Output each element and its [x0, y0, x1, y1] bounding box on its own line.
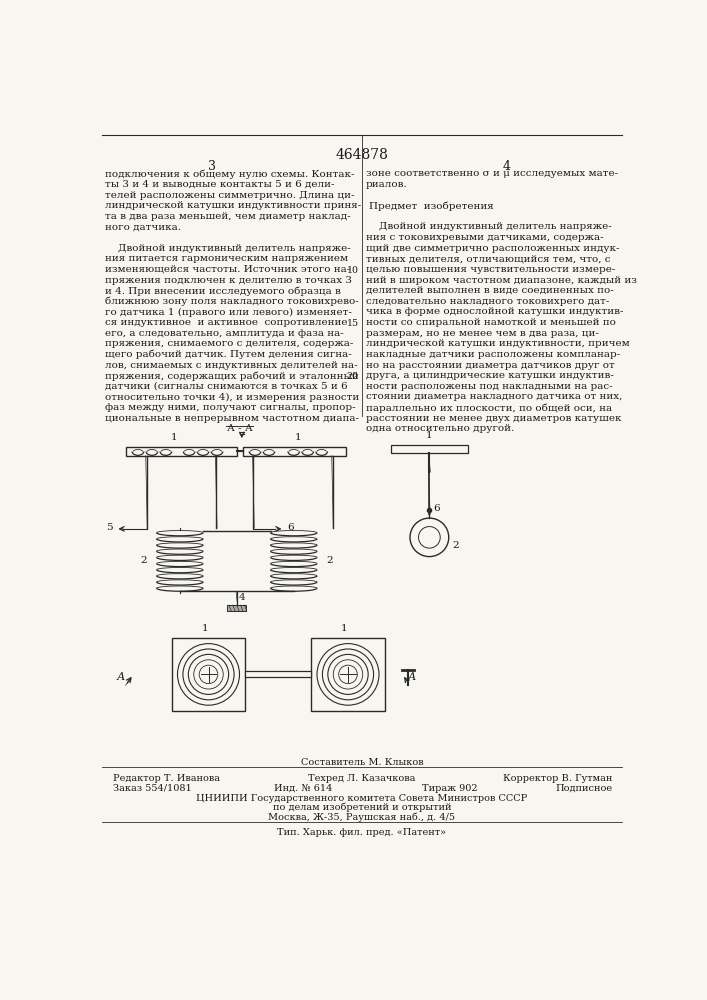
Bar [243, 447, 346, 456]
Text: ЦНИИПИ Государственного комитета Совета Министров СССР: ЦНИИПИ Государственного комитета Совета … [197, 794, 527, 803]
Text: 6: 6 [287, 523, 293, 532]
Text: 3: 3 [209, 160, 216, 173]
Text: 5: 5 [107, 523, 113, 532]
Text: 2: 2 [452, 541, 460, 550]
Text: Подписное: Подписное [555, 784, 612, 793]
Text: ся индуктивное  и активное  сопротивление: ся индуктивное и активное сопротивление [105, 318, 348, 327]
Text: пряжения, содержащих рабочий и эталонный: пряжения, содержащих рабочий и эталонный [105, 371, 359, 381]
Text: Предмет  изобретения: Предмет изобретения [369, 201, 493, 211]
Text: 464878: 464878 [336, 148, 388, 162]
Text: ния питается гармоническим напряжением: ния питается гармоническим напряжением [105, 254, 349, 263]
Text: и 4. При внесении исследуемого образца в: и 4. При внесении исследуемого образца в [105, 286, 341, 296]
Bar [228, 605, 246, 611]
Text: 2: 2 [141, 556, 147, 565]
Text: целью повышения чувствительности измере-: целью повышения чувствительности измере- [366, 265, 615, 274]
Text: фаз между ними, получают сигналы, пропор-: фаз между ними, получают сигналы, пропор… [105, 403, 356, 412]
Text: 15: 15 [346, 319, 359, 328]
Text: ности со спиральной намоткой и меньшей по: ности со спиральной намоткой и меньшей п… [366, 318, 616, 327]
Text: ного датчика.: ного датчика. [105, 222, 182, 231]
Text: параллельно их плоскости, по общей оси, на: параллельно их плоскости, по общей оси, … [366, 403, 612, 413]
Text: лов, снимаемых с индуктивных делителей на-: лов, снимаемых с индуктивных делителей н… [105, 361, 358, 370]
Text: следовательно накладного токовихрего дат-: следовательно накладного токовихрего дат… [366, 297, 609, 306]
Text: ты 3 и 4 и выводные контакты 5 и 6 дели-: ты 3 и 4 и выводные контакты 5 и 6 дели- [105, 180, 335, 189]
Text: 4: 4 [239, 593, 246, 602]
Text: щего рабочий датчик. Путем деления сигна-: щего рабочий датчик. Путем деления сигна… [105, 350, 352, 359]
Bar [126, 447, 237, 456]
Text: го датчика 1 (правого или левого) изменяет-: го датчика 1 (правого или левого) изменя… [105, 307, 352, 317]
Text: 20: 20 [347, 372, 359, 381]
Text: размерам, но не менее чем в два раза, ци-: размерам, но не менее чем в два раза, ци… [366, 329, 599, 338]
Text: Заказ 554/1081: Заказ 554/1081 [113, 784, 192, 793]
Text: одна относительно другой.: одна относительно другой. [366, 424, 514, 433]
Text: стоянии диаметра накладного датчика от них,: стоянии диаметра накладного датчика от н… [366, 392, 622, 401]
Text: накладные датчики расположены компланар-: накладные датчики расположены компланар- [366, 350, 620, 359]
Bar [391, 445, 468, 453]
Text: ближнюю зону поля накладного токовихрево-: ближнюю зону поля накладного токовихрево… [105, 297, 359, 306]
Text: зоне соответственно σ и μ исследуемых мате-: зоне соответственно σ и μ исследуемых ма… [366, 169, 618, 178]
Text: пряжения подключен к делителю в точках 3: пряжения подключен к делителю в точках 3 [105, 276, 352, 285]
Text: А: А [408, 672, 416, 682]
Text: пряжения, снимаемого с делителя, содержа-: пряжения, снимаемого с делителя, содержа… [105, 339, 354, 348]
Text: Редактор Т. Иванова: Редактор Т. Иванова [113, 774, 220, 783]
Text: риалов.: риалов. [366, 180, 407, 189]
Text: циональные в непрерывном частотном диапа-: циональные в непрерывном частотном диапа… [105, 414, 359, 423]
Bar [172, 638, 245, 711]
Text: 1: 1 [426, 431, 433, 440]
Text: датчики (сигналы снимаются в точках 5 и 6: датчики (сигналы снимаются в точках 5 и … [105, 382, 348, 391]
Text: делителей выполнен в виде соединенных по-: делителей выполнен в виде соединенных по… [366, 286, 614, 295]
Text: друга, а цилиндрические катушки индуктив-: друга, а цилиндрические катушки индуктив… [366, 371, 614, 380]
Text: подключения к общему нулю схемы. Контак-: подключения к общему нулю схемы. Контак- [105, 169, 355, 179]
Text: 10: 10 [347, 266, 359, 275]
Text: линдрической катушки индуктивности приня-: линдрической катушки индуктивности приня… [105, 201, 362, 210]
Text: телей расположены симметрично. Длина ци-: телей расположены симметрично. Длина ци- [105, 191, 355, 200]
Text: изменяющейся частоты. Источник этого на-: изменяющейся частоты. Источник этого на- [105, 265, 351, 274]
Text: Составитель М. Клыков: Составитель М. Клыков [300, 758, 423, 767]
Text: но на расстоянии диаметра датчиков друг от: но на расстоянии диаметра датчиков друг … [366, 361, 614, 370]
Text: 1: 1 [201, 624, 208, 633]
Text: Инд. № 614: Инд. № 614 [274, 784, 333, 793]
Text: 1: 1 [170, 433, 177, 442]
Text: щий две симметрично расположенных индук-: щий две симметрично расположенных индук- [366, 244, 619, 253]
Text: Москва, Ж-35, Раушская наб., д. 4/5: Москва, Ж-35, Раушская наб., д. 4/5 [269, 812, 455, 822]
Text: ний в широком частотном диапазоне, каждый из: ний в широком частотном диапазоне, кажды… [366, 276, 637, 285]
Text: 4: 4 [503, 160, 511, 173]
Text: тивных делителя, отличающийся тем, что, с: тивных делителя, отличающийся тем, что, … [366, 254, 610, 263]
Text: А: А [117, 672, 125, 682]
Bar [311, 638, 385, 711]
Text: по делам изобретений и открытий: по делам изобретений и открытий [273, 803, 451, 812]
Text: А - А: А - А [227, 424, 252, 433]
Text: Тип. Харьк. фил. пред. «Патент»: Тип. Харьк. фил. пред. «Патент» [277, 828, 446, 837]
Text: 1: 1 [295, 433, 302, 442]
Text: Корректор В. Гутман: Корректор В. Гутман [503, 774, 612, 783]
Text: 2: 2 [327, 556, 333, 565]
Text: 6: 6 [433, 504, 440, 513]
Text: Техред Л. Казачкова: Техред Л. Казачкова [308, 774, 416, 783]
Bar [245, 671, 311, 677]
Text: Двойной индуктивный делитель напряже-: Двойной индуктивный делитель напряже- [366, 222, 612, 231]
Text: Двойной индуктивный делитель напряже-: Двойной индуктивный делитель напряже- [105, 244, 351, 253]
Text: относительно точки 4), и измерения разности: относительно точки 4), и измерения разно… [105, 392, 360, 402]
Text: та в два раза меньшей, чем диаметр наклад-: та в два раза меньшей, чем диаметр накла… [105, 212, 351, 221]
Text: 1: 1 [341, 624, 347, 633]
Text: Тираж 902: Тираж 902 [421, 784, 477, 793]
Text: чика в форме однослойной катушки индуктив-: чика в форме однослойной катушки индукти… [366, 307, 624, 316]
Text: ности расположены под накладными на рас-: ности расположены под накладными на рас- [366, 382, 612, 391]
Text: ния с токовихревыми датчиками, содержа-: ния с токовихревыми датчиками, содержа- [366, 233, 604, 242]
Text: расстоянии не менее двух диаметров катушек: расстоянии не менее двух диаметров катуш… [366, 414, 621, 423]
Text: линдрической катушки индуктивности, причем: линдрической катушки индуктивности, прич… [366, 339, 629, 348]
Text: его, а следовательно, амплитуда и фаза на-: его, а следовательно, амплитуда и фаза н… [105, 329, 344, 338]
